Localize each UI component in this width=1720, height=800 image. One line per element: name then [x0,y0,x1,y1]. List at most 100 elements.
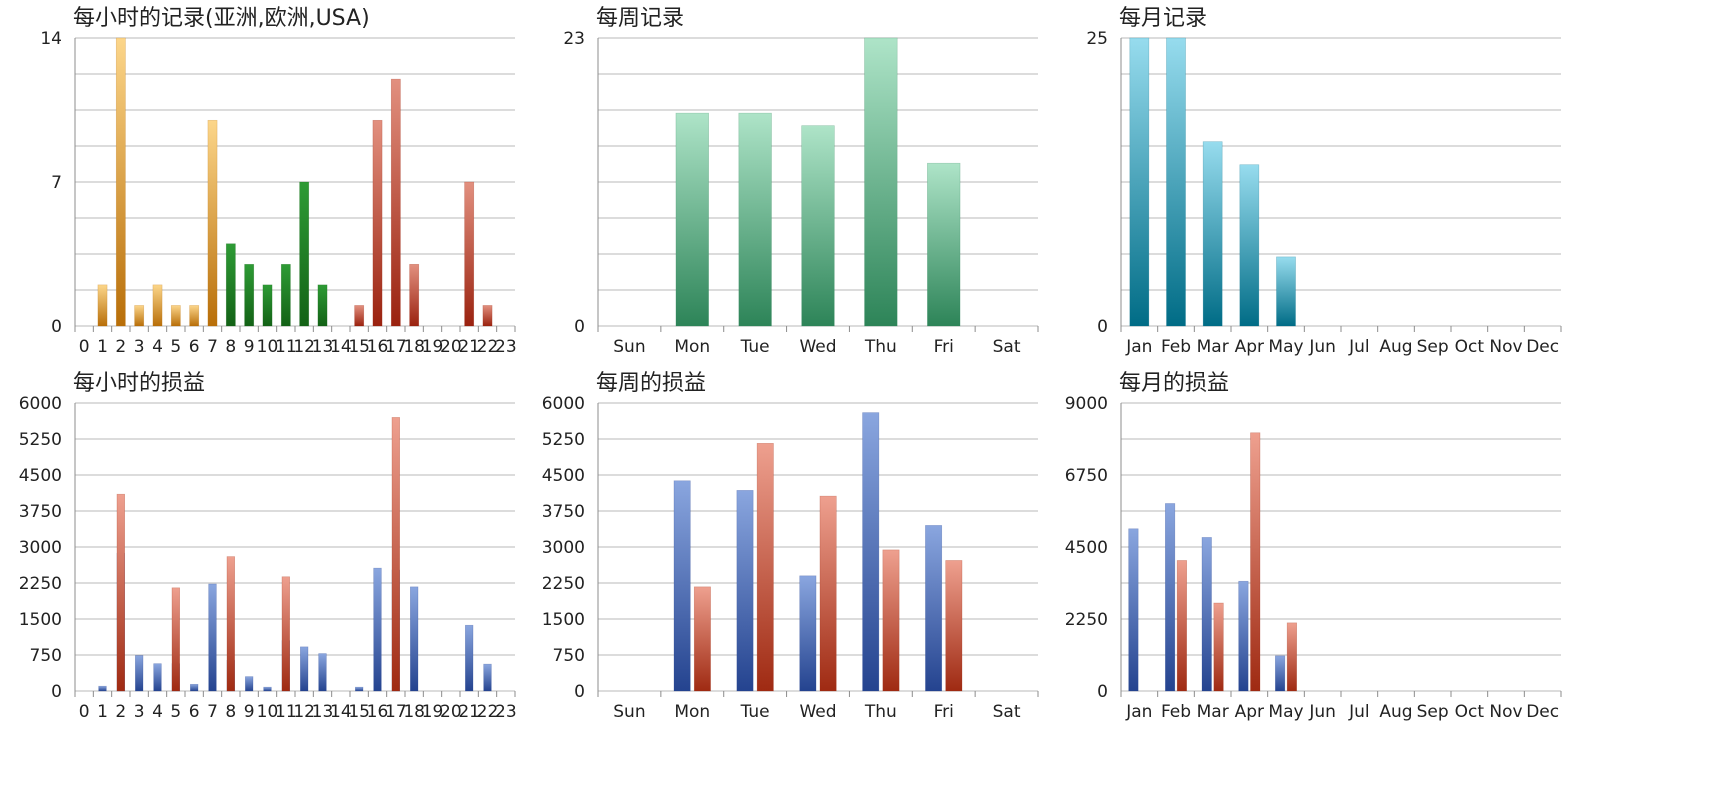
y-tick-label: 1500 [542,610,585,630]
bar-series-2 [1176,560,1187,692]
bar-series-1 [1275,655,1286,692]
bar-series-1 [300,646,309,692]
x-tick-label: 8 [225,337,236,357]
x-tick-label: 13 [312,702,334,722]
bar-series-1 [1165,503,1176,692]
x-tick-label: 22 [477,337,499,357]
monthly-records-svg: 每月记录 0 25 Jan Feb Mar Apr May Jun Jul Aug Sep Oct No… [1086,6,1562,357]
x-tick-label: 23 [495,337,517,357]
x-tick-label: Jun [1308,337,1336,357]
x-tick-label: Jul [1348,337,1370,357]
x-tick-label: 16 [367,702,389,722]
y-tick-label: 4500 [19,466,62,486]
x-tick-label: 17 [385,337,407,357]
x-tick-label: 4 [152,702,163,722]
x-tick-label: Mar [1197,337,1229,357]
x-tick-label: 3 [134,702,145,722]
y-tick-label: 0 [574,682,585,702]
bar-series-2 [226,556,235,692]
x-tick-label: Jul [1348,702,1370,722]
bar-series-1 [208,583,217,692]
bar [244,263,255,327]
x-tick-label: Feb [1161,337,1191,357]
bar [864,37,898,327]
bar-series-2 [882,549,900,692]
bar-series-1 [925,525,943,692]
bar [801,125,835,327]
x-tick-label: Jun [1308,702,1336,722]
chart-title: 每小时的记录(亚洲,欧洲,USA) [73,6,370,31]
x-tick-label: Fri [934,337,954,357]
bar-series-1 [736,490,754,692]
x-tick-label: Tue [740,337,770,357]
x-tick-label: 13 [312,337,334,357]
x-tick-label: Sun [613,337,645,357]
x-tick-label: 9 [244,337,255,357]
chart-title: 每月记录 [1119,6,1207,31]
monthly-records-chart: 每月记录 0 25 Jan Feb Mar Apr May Jun Jul Aug Sep Oct No… [1046,0,1619,400]
bar-series-1 [373,567,382,692]
y-tick-label: 0 [1097,682,1108,702]
y-tick-label: 6750 [1065,466,1108,486]
bar-series-2 [281,576,290,692]
x-tick-label: Wed [799,337,836,357]
y-tick-label: 2250 [19,574,62,594]
bar-series-1 [862,412,880,692]
x-tick-label: 1 [97,337,108,357]
y-tick-label: 750 [553,646,585,666]
bar [207,119,218,327]
x-tick-label: 9 [244,702,255,722]
y-tick-label: 0 [574,317,585,337]
x-tick-label: 6 [189,702,200,722]
y-tick-label: 3750 [19,502,62,522]
x-tick-label: Wed [799,702,836,722]
bar-series-1 [263,686,272,692]
bar-series-1 [190,683,199,692]
hourly-profit-svg: 每小时的损益 0 750 1500 2250 3000 3750 4500 5250 6000 0… [19,371,517,722]
x-tick-label: 14 [330,337,352,357]
weekly-records-svg: 每周记录 0 23 Sun Mon Tue Wed Thu Fri Sat [563,6,1039,357]
x-tick-label: 0 [79,337,90,357]
y-tick-label: 23 [563,29,585,49]
bar [170,305,181,327]
x-tick-label: Nov [1489,337,1522,357]
x-tick-label: Aug [1379,702,1412,722]
y-tick-label: 3000 [542,538,585,558]
x-tick-label: 14 [330,702,352,722]
x-tick-label: Dec [1526,702,1559,722]
bar-series-2 [1213,602,1224,692]
x-tick-label: 8 [225,702,236,722]
x-tick-label: Tue [740,702,770,722]
y-tick-label: 0 [51,682,62,702]
x-tick-label: 17 [385,702,407,722]
y-tick-label: 2250 [1065,610,1108,630]
bar [464,181,475,327]
bar [225,243,236,327]
bar-series-2 [1250,432,1261,692]
bar-series-1 [799,575,817,692]
weekly-profit-chart: 每周的损益 0 750 1500 2250 3000 3750 4500 5250 6000 Su… [523,365,1096,765]
x-tick-label: 20 [440,337,462,357]
y-tick-label: 4500 [542,466,585,486]
bar-series-2 [171,587,180,692]
x-tick-label: 4 [152,337,163,357]
y-tick-label: 2250 [542,574,585,594]
x-tick-label: Nov [1489,702,1522,722]
x-tick-label: Apr [1235,337,1264,357]
bar [262,284,273,327]
x-tick-label: 7 [207,337,218,357]
y-tick-label: 6000 [19,394,62,414]
bar-series-2 [693,586,711,692]
weekly-profit-svg: 每周的损益 0 750 1500 2250 3000 3750 4500 5250 6000 Su… [542,371,1039,722]
y-tick-label: 9000 [1065,394,1108,414]
bar-series-2 [819,495,837,692]
y-tick-label: 14 [40,29,62,49]
bar [372,119,383,327]
bar [354,305,365,327]
y-tick-label: 5250 [19,430,62,450]
y-tick-label: 7 [51,173,62,193]
x-tick-label: Sat [993,337,1021,357]
x-tick-label: Oct [1455,337,1485,357]
bar [280,263,291,327]
